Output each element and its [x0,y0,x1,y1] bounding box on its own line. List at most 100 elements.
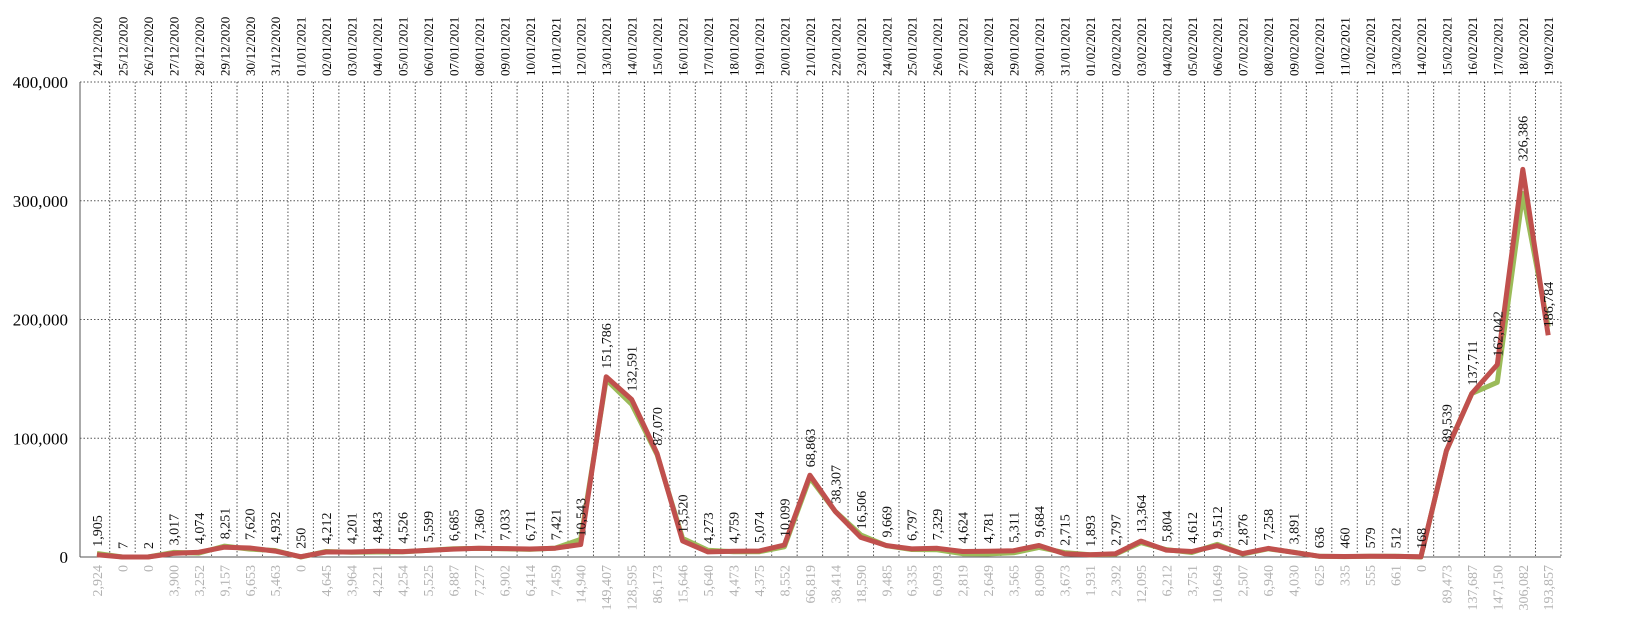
data-label: 6,797 [906,509,921,541]
data-label: 147,150 [1491,565,1506,611]
data-label: 151,786 [600,323,615,369]
data-label: 13,520 [677,494,692,533]
x-tick-label: 19/01/2021 [752,17,767,76]
data-label: 10,649 [1211,565,1226,604]
data-label: 7,329 [931,509,946,541]
x-tick-label: 03/02/2021 [1134,17,1149,76]
data-label: 6,335 [906,565,921,597]
data-label: 66,819 [804,565,819,604]
x-tick-label: 01/01/2021 [294,17,309,76]
data-label: 3,252 [193,565,208,597]
data-label: 137,687 [1466,565,1481,611]
data-label: 3,673 [1058,565,1073,597]
y-tick-label: 300,000 [13,192,68,211]
x-tick-label: 23/01/2021 [854,17,869,76]
x-tick-label: 03/01/2021 [345,17,360,76]
x-tick-label: 26/01/2021 [930,17,945,76]
data-label: 10,543 [575,498,590,537]
x-tick-label: 15/01/2021 [650,17,665,76]
data-label: 0 [1415,565,1430,572]
x-tick-label: 10/02/2021 [1312,17,1327,76]
data-label: 4,932 [269,512,284,544]
data-label: 2,392 [1109,565,1124,597]
data-label: 4,759 [728,512,743,544]
data-label: 6,093 [931,565,946,597]
data-label: 2,819 [957,565,972,597]
data-label: 636 [1313,527,1328,548]
y-tick-label: 200,000 [13,311,68,330]
data-label: 1,931 [1084,565,1099,597]
data-label: 2,507 [1237,565,1252,597]
data-label: 3,964 [346,565,361,597]
data-label: 12,095 [1135,565,1150,604]
x-tick-label: 29/01/2021 [1007,17,1022,76]
data-label: 4,843 [371,512,386,544]
data-label: 326,386 [1517,116,1532,162]
data-label: 1,905 [91,515,106,547]
data-label: 38,307 [829,465,844,504]
data-label: 6,940 [1262,565,1277,597]
y-tick-label: 0 [60,548,69,567]
x-tick-label: 20/01/2021 [777,17,792,76]
data-label: 6,212 [1160,565,1175,597]
data-label: 3,565 [1008,565,1023,597]
x-tick-label: 15/02/2021 [1439,17,1454,76]
x-tick-label: 19/02/2021 [1541,17,1556,76]
x-tick-label: 11/02/2021 [1338,17,1353,76]
data-label: 7 [116,542,131,549]
x-tick-label: 12/01/2021 [574,17,589,76]
data-label: 9,485 [880,565,895,597]
data-label: 137,711 [1466,340,1481,385]
data-label: 250 [295,528,310,549]
data-label: 0 [142,565,157,572]
data-label: 5,074 [753,511,768,543]
data-label: 5,311 [1008,512,1023,543]
data-label: 4,273 [702,512,717,544]
data-label: 306,082 [1517,565,1532,611]
data-label: 7,033 [498,509,513,541]
data-label: 661 [1389,565,1404,586]
data-label: 14,940 [575,565,590,604]
y-tick-label: 100,000 [13,429,68,448]
x-tick-label: 31/12/2020 [268,17,283,76]
x-tick-label: 12/02/2021 [1363,17,1378,76]
x-tick-label: 30/01/2021 [1032,17,1047,76]
x-tick-label: 05/02/2021 [1185,17,1200,76]
data-label: 6,902 [498,565,513,597]
data-label: 18,590 [855,565,870,604]
data-label: 68,863 [804,429,819,468]
data-label: 8,251 [218,508,233,540]
data-label: 9,684 [1033,506,1048,538]
data-label: 1,893 [1084,515,1099,547]
data-label: 6,887 [447,565,462,597]
x-tick-label: 18/01/2021 [727,17,742,76]
data-label: 10,099 [778,499,793,538]
data-label: 89,473 [1440,565,1455,604]
x-tick-label: 27/01/2021 [956,17,971,76]
x-tick-label: 26/12/2020 [141,17,156,76]
x-tick-label: 18/02/2021 [1516,17,1531,76]
data-label: 555 [1364,565,1379,586]
data-label: 4,254 [397,565,412,597]
data-label: 5,640 [702,565,717,597]
data-label: 6,653 [244,565,259,597]
x-tick-label: 16/01/2021 [676,17,691,76]
data-label: 4,074 [193,513,208,545]
data-label: 87,070 [651,407,666,446]
data-label: 4,473 [728,565,743,597]
x-tick-label: 09/01/2021 [497,17,512,76]
x-tick-label: 05/01/2021 [396,17,411,76]
data-label: 4,612 [1186,512,1201,544]
data-label: 7,277 [473,565,488,597]
data-label: 9,157 [218,565,233,597]
x-tick-label: 25/12/2020 [115,17,130,76]
data-label: 460 [1339,527,1354,548]
data-label: 4,201 [346,513,361,545]
data-label: 3,900 [167,565,182,597]
data-label: 168 [1415,528,1430,549]
data-label: 7,360 [473,509,488,541]
x-tick-label: 17/02/2021 [1490,17,1505,76]
x-tick-label: 16/02/2021 [1465,17,1480,76]
data-label: 6,414 [524,565,539,597]
